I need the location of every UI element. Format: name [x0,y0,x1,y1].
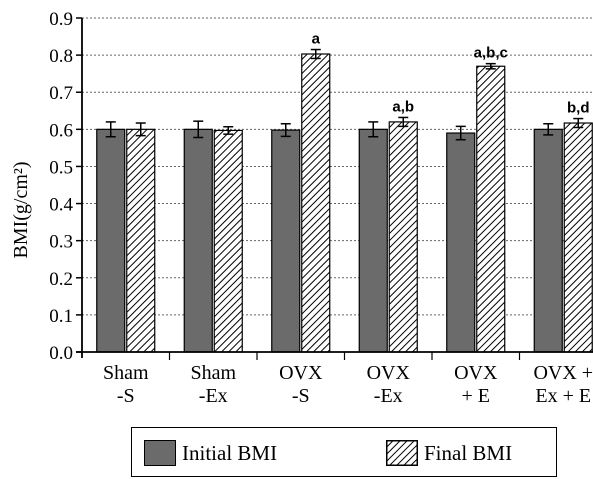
x-category-label: Sham [103,362,149,384]
bar-final-bmi [563,122,593,353]
bar-final-bmi [126,128,156,353]
x-category-label: OVX [279,362,323,384]
y-tick-label: 0.4 [49,195,73,216]
x-category-label: -Ex [374,385,403,407]
bar-final-bmi [476,65,506,353]
x-category-label: OVX + [533,362,593,384]
y-tick-label: 0.8 [49,46,73,67]
bars-group [96,48,593,353]
bar-initial-bmi [271,129,301,353]
y-tick-label: 0.9 [49,9,73,30]
bar-final-bmi [301,53,331,353]
y-tick-label: 0.0 [49,343,73,364]
y-tick-label: 0.2 [49,269,73,290]
x-category-label: -S [117,385,135,407]
y-tick-label: 0.1 [49,306,73,327]
legend-item-final: Final BMI [386,439,512,467]
bar-initial-bmi [96,128,126,353]
legend-swatch-final [386,440,418,466]
x-category-label: + E [462,385,491,407]
y-tick-label: 0.6 [49,120,73,141]
bar-final-bmi [388,121,418,353]
legend: Initial BMI Final BMI [131,427,557,477]
significance-label: a,b,c [474,45,508,62]
axes-group [76,17,593,360]
y-tick-label: 0.7 [49,83,73,104]
bar-initial-bmi [358,128,388,353]
legend-label-final: Final BMI [424,440,513,465]
significance-label: a,b [392,98,414,115]
x-category-label: -S [292,385,310,407]
significance-label: b,d [567,100,590,117]
y-tick-label: 0.5 [49,157,73,178]
bar-initial-bmi [533,128,563,353]
grid-lines [82,17,593,316]
legend-swatch-initial [144,440,176,466]
legend-item-initial: Initial BMI [144,439,277,467]
x-category-label: OVX [367,362,411,384]
x-category-label: OVX [454,362,498,384]
x-category-label: Sham [190,362,236,384]
y-axis-label: BMI(g/cm²) [10,161,32,258]
x-category-label: -Ex [199,385,228,407]
labels-group: 0.00.10.20.30.40.50.60.70.80.9Sham-SSham… [49,9,593,407]
significance-label: a [312,31,321,48]
y-tick-label: 0.3 [49,232,73,253]
bar-initial-bmi [183,128,213,353]
legend-label-initial: Initial BMI [182,440,278,465]
x-category-label: Ex + E [535,385,591,407]
bar-initial-bmi [446,132,476,353]
bar-final-bmi [213,129,243,353]
